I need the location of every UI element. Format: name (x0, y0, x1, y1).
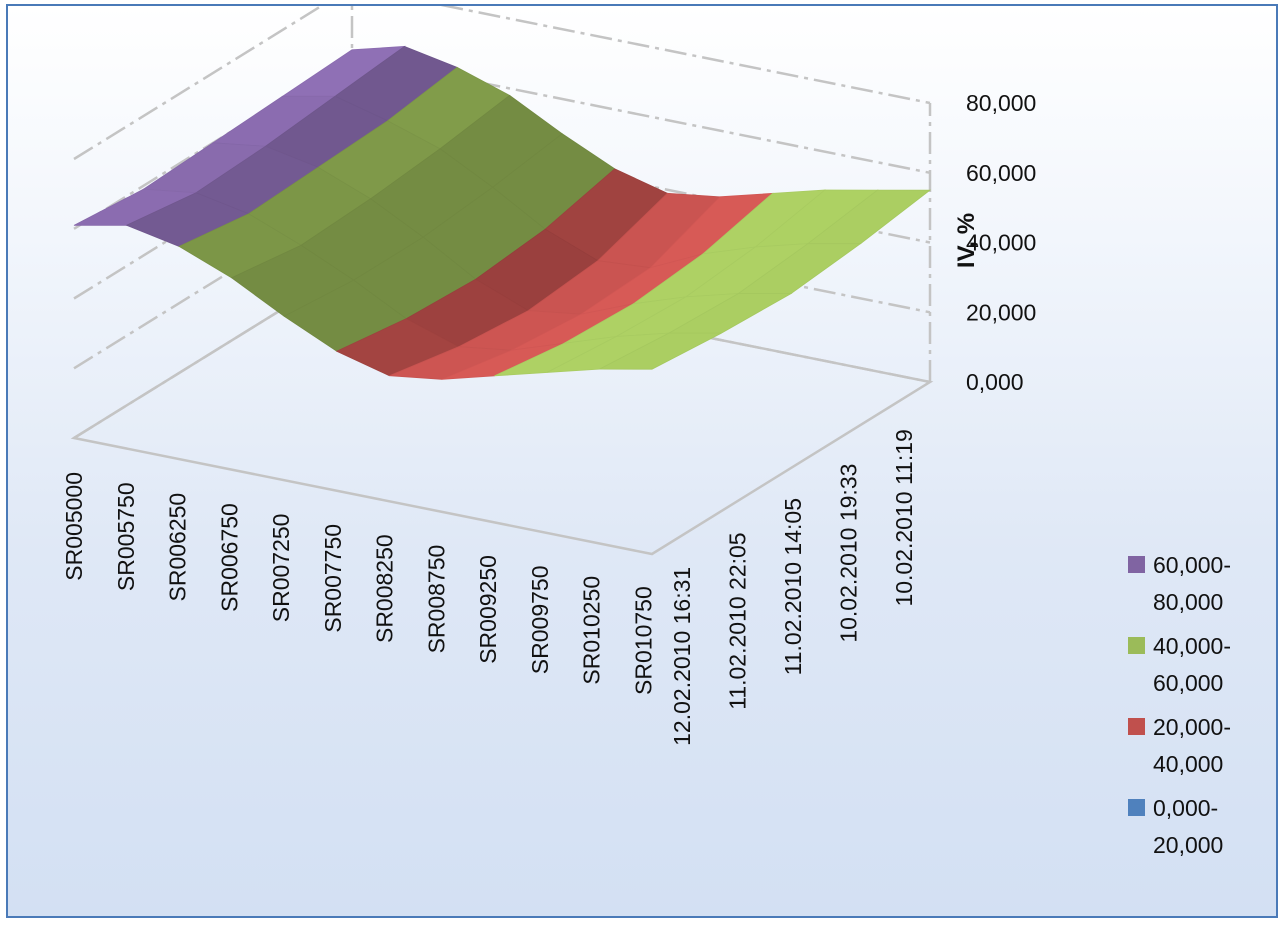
z-tick-label: 60,000 (966, 160, 1036, 186)
x-tick-label: SR007250 (268, 514, 294, 623)
y-tick-label: 10.02.2010 11:19 (891, 429, 917, 606)
legend-label: 20,000 (1153, 832, 1223, 858)
y-tick-label: 11.02.2010 14:05 (780, 498, 806, 675)
z-tick-label: 80,000 (966, 90, 1036, 116)
y-axis-tick-labels: 12.02.2010 16:31 11.02.2010 22:05 11.02.20… (669, 429, 917, 746)
legend-label: 60,000 (1153, 670, 1223, 696)
legend-swatch (1128, 718, 1145, 735)
x-tick-label: SR008250 (372, 534, 398, 643)
legend: 60,000- 80,000 40,000- 60,000 20,000- 40,000 0… (1128, 552, 1231, 858)
legend-label: 60,000- (1153, 552, 1231, 578)
surface-patch (599, 332, 722, 370)
z-tick-label: 20,000 (966, 299, 1036, 325)
legend-label: 80,000 (1153, 589, 1223, 615)
legend-label: 40,000 (1153, 751, 1223, 777)
x-tick-label: SR006750 (216, 503, 242, 612)
surface-chart: 0,000 20,000 40,000 60,000 80,000 IV, % SR00… (61, 6, 1231, 858)
x-tick-label: SR010750 (630, 586, 656, 695)
x-tick-label: SR009250 (475, 555, 501, 664)
chart-frame: 0,000 20,000 40,000 60,000 80,000 IV, % SR00… (6, 4, 1278, 918)
x-axis-tick-labels: SR005000 SR005750 SR006250 SR006750 SR007250… (61, 472, 656, 695)
legend-label: 40,000- (1153, 633, 1231, 659)
y-tick-label: 12.02.2010 16:31 (669, 567, 695, 746)
y-tick-label: 10.02.2010 19:33 (836, 464, 862, 643)
legend-swatch (1128, 637, 1145, 654)
legend-swatch (1128, 556, 1145, 573)
x-tick-label: SR005000 (61, 472, 87, 581)
surface-plot (73, 45, 932, 380)
z-tick-label: 0,000 (966, 369, 1024, 395)
z-axis-title: IV, % (953, 213, 980, 268)
x-tick-label: SR010250 (579, 576, 605, 685)
x-tick-label: SR008750 (423, 545, 449, 654)
y-tick-label: 11.02.2010 22:05 (724, 532, 750, 709)
z-tick-label: 40,000 (966, 230, 1036, 256)
x-tick-label: SR006250 (165, 493, 191, 602)
z-axis-tick-labels: 0,000 20,000 40,000 60,000 80,000 (966, 90, 1036, 395)
legend-label: 0,000- (1153, 795, 1218, 821)
x-tick-label: SR009750 (527, 565, 553, 674)
x-tick-label: SR007750 (320, 524, 346, 633)
legend-label: 20,000- (1153, 714, 1231, 740)
legend-swatch (1128, 799, 1145, 816)
x-tick-label: SR005750 (113, 482, 139, 591)
floor-outline (70, 264, 934, 556)
